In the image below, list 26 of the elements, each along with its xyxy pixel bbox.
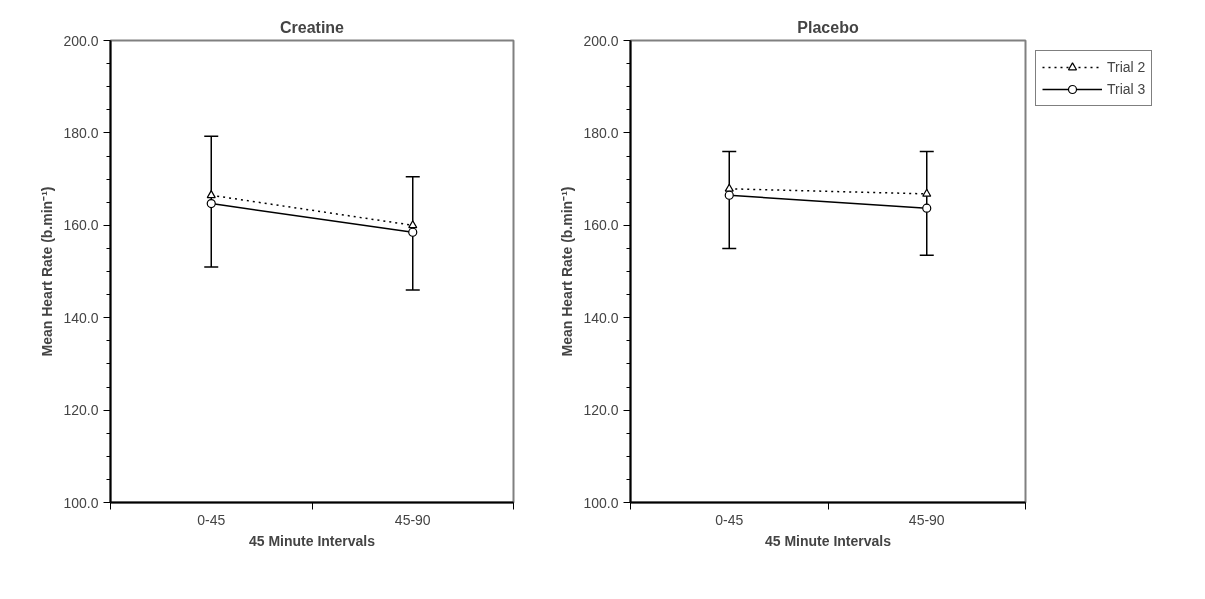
y-tick-label: 140.0	[63, 309, 99, 326]
x-tick-label: 0-45	[715, 511, 744, 528]
y-tick-label: 100.0	[63, 494, 99, 511]
y-tick-label: 120.0	[63, 402, 99, 419]
y-tick-label: 160.0	[583, 217, 619, 234]
x-tick-label: 0-45	[197, 511, 226, 528]
y-tick-label: 180.0	[63, 124, 99, 141]
y-tick-label: 200.0	[583, 32, 619, 49]
point	[408, 227, 418, 237]
y-tick-label: 180.0	[583, 124, 619, 141]
point	[206, 198, 216, 209]
y-tick-label: 100.0	[583, 494, 619, 511]
y-axis-title: Mean Heart Rate (b.min⁻¹)	[39, 186, 56, 357]
y-tick-label: 160.0	[63, 217, 99, 234]
legend-label: Trial 2	[1107, 59, 1146, 75]
y-axis-title: Mean Heart Rate (b.min⁻¹)	[559, 186, 576, 357]
x-axis-title: 45 Minute Intervals	[248, 532, 376, 549]
x-tick-label: 45-90	[394, 511, 431, 528]
y-tick-label: 140.0	[583, 309, 619, 326]
y-tick-label: 200.0	[63, 32, 99, 49]
chart-title: Placebo	[797, 18, 859, 36]
x-axis-title: 45 Minute Intervals	[764, 532, 892, 549]
chart-title: Creatine	[279, 18, 345, 36]
x-tick-label: 45-90	[908, 511, 945, 528]
legend-label: Trial 3	[1107, 81, 1146, 97]
y-tick-label: 120.0	[583, 402, 619, 419]
